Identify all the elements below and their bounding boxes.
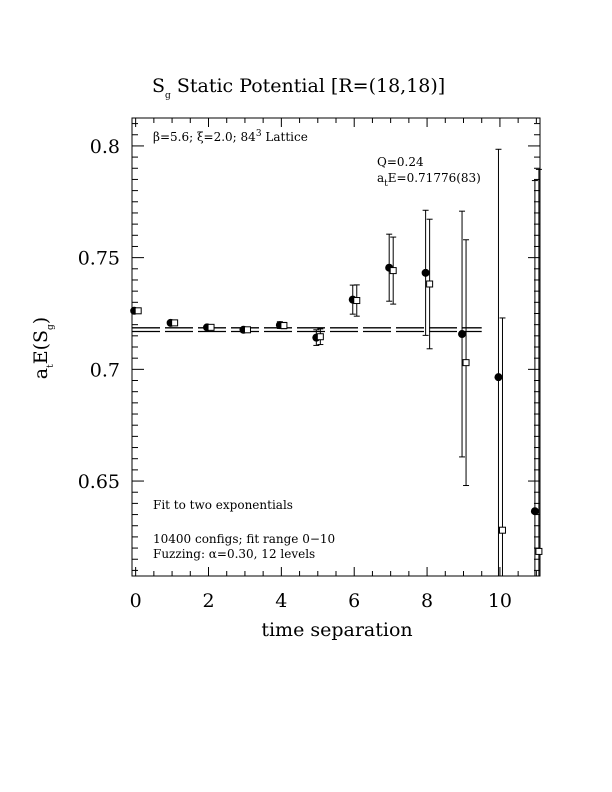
x-tick-label: 2 bbox=[202, 590, 214, 612]
x-tick-label: 6 bbox=[348, 590, 360, 612]
fit-type-annotation: Fit to two exponentials bbox=[153, 498, 293, 512]
chart-title: Sg Static Potential [R=(18,18)] bbox=[152, 75, 445, 101]
tick-labels: 0 2 4 6 8 10 0.65 0.7 0.75 0.8 bbox=[78, 136, 512, 612]
data-point bbox=[498, 526, 506, 534]
x-tick-label: 10 bbox=[488, 590, 512, 612]
data-point bbox=[494, 373, 503, 382]
data-point bbox=[458, 330, 467, 339]
fit-energy-annotation: atE=0.71776(83) bbox=[377, 171, 481, 189]
x-tick-label: 4 bbox=[275, 590, 287, 612]
data-point bbox=[134, 307, 142, 315]
data-point bbox=[243, 326, 251, 334]
data-point bbox=[316, 333, 324, 341]
y-tick-label: 0.75 bbox=[78, 248, 120, 270]
data-point bbox=[535, 547, 543, 555]
x-tick-label: 8 bbox=[421, 590, 433, 612]
y-axis-label: atE(Sg) bbox=[30, 317, 56, 379]
y-tick-label: 0.8 bbox=[90, 136, 120, 158]
fit-band bbox=[132, 327, 482, 333]
data-point bbox=[421, 268, 430, 277]
x-tick-label: 0 bbox=[130, 590, 142, 612]
data-point bbox=[426, 280, 434, 288]
data-point bbox=[530, 507, 539, 516]
data-point bbox=[171, 319, 179, 327]
y-tick-label: 0.65 bbox=[78, 471, 120, 493]
data-point bbox=[389, 267, 397, 275]
lattice-annotation: β=5.6; ξ=2.0; 843 Lattice bbox=[153, 129, 308, 144]
data-point bbox=[462, 359, 470, 367]
x-axis-label: time separation bbox=[261, 619, 412, 641]
q-annotation: Q=0.24 bbox=[377, 155, 424, 169]
y-tick-label: 0.7 bbox=[90, 359, 120, 381]
data-point bbox=[207, 323, 215, 331]
configs-annotation: 10400 configs; fit range 0−10 bbox=[153, 532, 335, 546]
data-point bbox=[353, 297, 361, 305]
fuzzing-annotation: Fuzzing: α=0.30, 12 levels bbox=[153, 547, 315, 561]
data-points bbox=[130, 148, 543, 576]
data-point bbox=[280, 322, 288, 330]
